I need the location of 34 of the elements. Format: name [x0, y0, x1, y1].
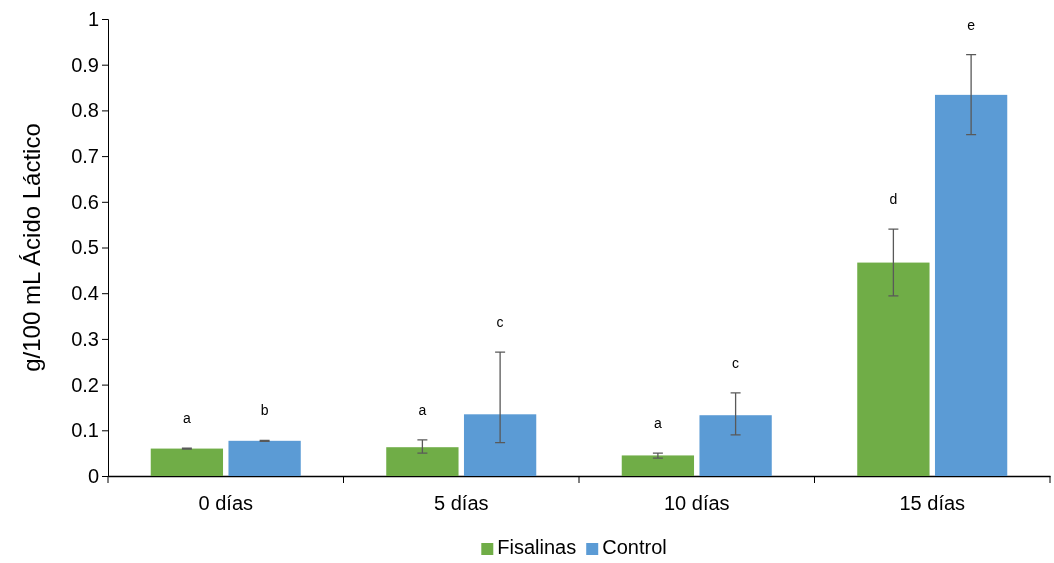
y-tick-label: 1 [87, 7, 99, 30]
bar [150, 448, 224, 476]
bar [857, 262, 930, 476]
annotation: b [260, 402, 269, 419]
y-tick-label: 0.5 [71, 236, 99, 259]
y-tick-label: 0.8 [71, 99, 99, 122]
annotation: a [182, 410, 191, 427]
y-tick-label: 0.4 [71, 282, 99, 305]
annotation: c [732, 354, 740, 371]
y-axis-title: g/100 mL Ácido Láctico [18, 123, 45, 372]
x-tick-label: 10 días [663, 492, 730, 515]
x-tick-label: 15 días [899, 492, 966, 515]
y-tick-label: 0.3 [71, 327, 99, 350]
bar [699, 415, 772, 476]
annotation: a [653, 415, 662, 432]
annotation: a [418, 401, 427, 418]
y-tick-label: 0.6 [71, 190, 99, 213]
x-tick-label: 0 días [198, 492, 253, 515]
bar [386, 447, 459, 476]
legend-label: Fisalinas [497, 536, 577, 558]
bar [621, 455, 695, 476]
x-tick-label: 5 días [434, 492, 489, 515]
bar [228, 440, 301, 476]
y-tick-label: 0.9 [71, 53, 99, 76]
y-tick-label: 0 [87, 464, 99, 487]
y-tick-label: 0.7 [71, 145, 99, 167]
bar [463, 414, 537, 476]
bar [934, 94, 1008, 476]
y-tick-label: 0.1 [71, 419, 99, 442]
annotation: c [496, 314, 504, 331]
annotation: d [889, 191, 898, 208]
y-tick-label: 0.2 [71, 373, 99, 396]
annotation: e [967, 16, 976, 33]
legend-label: Control [602, 536, 667, 558]
